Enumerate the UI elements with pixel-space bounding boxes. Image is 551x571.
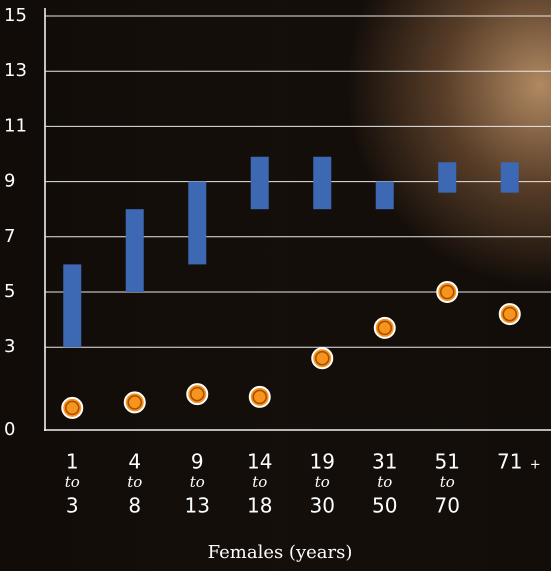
range-bar — [375, 181, 394, 210]
x-tick-label-to: to — [190, 473, 205, 491]
x-tick-label: 13 — [185, 494, 210, 518]
x-tick-label-to: to — [440, 473, 455, 491]
y-tick-label: 7 — [4, 226, 15, 247]
y-tick-label: 11 — [4, 115, 27, 136]
dot-ring — [377, 320, 392, 336]
x-tick-label-to: to — [377, 473, 392, 491]
x-tick-label: 71 — [497, 450, 522, 474]
y-tick-label: 9 — [4, 171, 15, 192]
x-tick-label: 4 — [128, 450, 141, 474]
x-axis-label: Females (years) — [208, 542, 353, 563]
range-bar — [125, 209, 144, 292]
x-tick-label-to: to — [65, 473, 80, 491]
x-tick-label: 30 — [310, 494, 335, 518]
x-tick-label: 50 — [372, 494, 397, 518]
x-tick-label: 14 — [247, 450, 272, 474]
x-tick-label: 1 — [66, 450, 79, 474]
x-tick-label: 9 — [191, 450, 204, 474]
range-bar — [500, 162, 519, 193]
x-tick-label: 70 — [435, 494, 460, 518]
dot-ring — [502, 306, 517, 322]
dot-ring — [190, 386, 205, 402]
x-tick-label: 18 — [247, 494, 272, 518]
x-tick-label: 31 — [372, 450, 397, 474]
range-bar — [438, 162, 457, 193]
y-tick-label: 5 — [4, 281, 15, 302]
x-tick-label: 3 — [66, 494, 79, 518]
y-tick-label: 0 — [4, 419, 15, 440]
x-tick-label-plus: + — [530, 458, 541, 473]
range-bar — [313, 156, 332, 210]
dot-ring — [127, 395, 142, 410]
y-tick-label: 3 — [4, 336, 15, 357]
x-tick-label-to: to — [315, 473, 330, 491]
dot-ring — [252, 389, 267, 405]
x-tick-label-to: to — [127, 473, 142, 491]
x-tick-label: 19 — [310, 450, 335, 474]
x-tick-label: 8 — [128, 494, 141, 518]
x-tick-label: 51 — [435, 450, 460, 474]
dot-ring — [440, 284, 455, 300]
range-bar — [63, 264, 82, 348]
y-tick-label: 15 — [4, 5, 27, 26]
range-bar — [188, 181, 207, 265]
range-bar — [250, 156, 269, 210]
y-tick-label: 13 — [4, 60, 27, 81]
dot-ring — [65, 400, 80, 416]
dot-ring — [315, 350, 330, 366]
x-tick-label-to: to — [252, 473, 267, 491]
